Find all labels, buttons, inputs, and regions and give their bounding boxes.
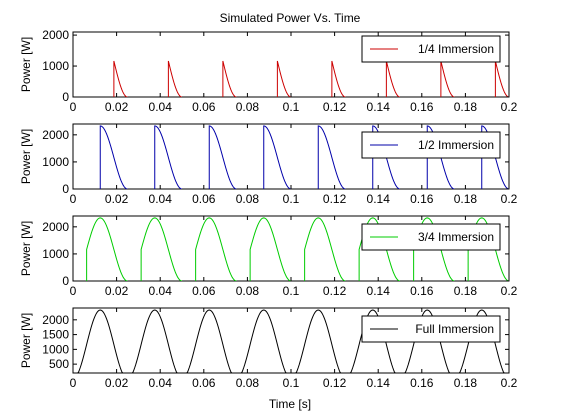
x-tick-label: 0.14 (367, 284, 391, 298)
y-tick-label: 500 (49, 357, 69, 371)
legend: Full Immersion (361, 315, 501, 343)
x-tick-label: 0.06 (192, 284, 216, 298)
legend: 1/2 Immersion (361, 131, 501, 159)
x-tick-label: 0.04 (149, 192, 173, 206)
y-tick-label: 2000 (42, 220, 69, 234)
x-tick-label: 0.08 (236, 376, 260, 390)
y-tick-label: 0 (62, 90, 69, 104)
legend-box (361, 131, 501, 159)
y-tick-label: 1500 (42, 328, 69, 342)
x-tick-label: 0.2 (501, 100, 518, 114)
x-tick-label: 0.12 (323, 284, 347, 298)
x-tick-label: 0.02 (105, 192, 129, 206)
y-tick-label: 2000 (42, 128, 69, 142)
x-axis-label: Time [s] (269, 397, 311, 411)
x-tick-label: 0.1 (283, 284, 300, 298)
x-tick-label: 0.14 (367, 376, 391, 390)
subplots: 0 0.02 0.04 0.06 0.08 0.1 0.12 0.14 0.16 0.18 0.20… (19, 28, 518, 390)
y-axis-label: Power [W] (19, 221, 33, 276)
x-tick-label: 0.04 (149, 100, 173, 114)
figure-title: Simulated Power Vs. Time (220, 11, 361, 25)
x-tick-label: 0.12 (323, 192, 347, 206)
y-axis-label: Power [W] (19, 129, 33, 184)
x-tick-label: 0.04 (149, 376, 173, 390)
y-tick-label: 2000 (42, 28, 69, 42)
y-tick-label: 1000 (42, 155, 69, 169)
x-tick-label: 0 (70, 284, 77, 298)
x-tick-label: 0.14 (367, 100, 391, 114)
x-tick-label: 0.02 (105, 376, 129, 390)
x-tick-label: 0 (70, 100, 77, 114)
x-tick-label: 0.08 (236, 284, 260, 298)
legend: 3/4 Immersion (361, 223, 501, 251)
y-tick-label: 1000 (42, 247, 69, 261)
x-tick-label: 0.04 (149, 284, 173, 298)
x-tick-label: 0.16 (410, 376, 434, 390)
x-tick-label: 0 (70, 192, 77, 206)
x-tick-label: 0.1 (283, 192, 300, 206)
x-tick-label: 0.18 (454, 376, 478, 390)
x-tick-label: 0.06 (192, 192, 216, 206)
y-tick-label: 1000 (42, 342, 69, 356)
x-tick-label: 0.14 (367, 192, 391, 206)
legend-label: Full Immersion (415, 322, 494, 336)
subplot-1: 0 0.02 0.04 0.06 0.08 0.1 0.12 0.14 0.16 0.18 0.2 0… (19, 28, 518, 114)
x-tick-label: 0.16 (410, 100, 434, 114)
legend-label: 3/4 Immersion (418, 230, 494, 244)
x-tick-label: 0.18 (454, 100, 478, 114)
x-tick-label: 0.08 (236, 192, 260, 206)
y-tick-label: 0 (62, 274, 69, 288)
x-tick-label: 0.16 (410, 284, 434, 298)
legend-label: 1/2 Immersion (418, 138, 494, 152)
subplot-3: 0 0.02 0.04 0.06 0.08 0.1 0.12 0.14 0.16 0.18 0.2 0… (19, 215, 518, 298)
x-tick-label: 0.18 (454, 192, 478, 206)
y-tick-label: 2000 (42, 313, 69, 327)
x-tick-label: 0.2 (501, 192, 518, 206)
series-line-1 (113, 60, 509, 97)
y-tick-label: 1000 (42, 59, 69, 73)
series-line-4 (73, 309, 509, 373)
subplot-4: 0 0.02 0.04 0.06 0.08 0.1 0.12 0.14 0.16 0.18 0.2 5… (19, 307, 518, 390)
legend: 1/4 Immersion (361, 35, 501, 63)
x-tick-label: 0.08 (236, 100, 260, 114)
x-tick-label: 0.02 (105, 100, 129, 114)
x-tick-label: 0.18 (454, 284, 478, 298)
x-tick-label: 0.2 (501, 284, 518, 298)
subplot-2: 0 0.02 0.04 0.06 0.08 0.1 0.12 0.14 0.16 0.18 0.2 0… (19, 123, 518, 206)
y-axis-label: Power [W] (19, 37, 33, 92)
x-tick-label: 0.02 (105, 284, 129, 298)
y-axis-label: Power [W] (19, 313, 33, 368)
legend-label: 1/4 Immersion (418, 42, 494, 56)
x-tick-label: 0 (70, 376, 77, 390)
x-tick-label: 0.06 (192, 376, 216, 390)
x-tick-label: 0.12 (323, 376, 347, 390)
x-tick-label: 0.1 (283, 376, 300, 390)
x-tick-label: 0.16 (410, 192, 434, 206)
x-tick-label: 0.1 (283, 100, 300, 114)
x-tick-label: 0.06 (192, 100, 216, 114)
x-tick-label: 0.12 (323, 100, 347, 114)
x-tick-label: 0.2 (501, 376, 518, 390)
y-tick-label: 0 (62, 182, 69, 196)
